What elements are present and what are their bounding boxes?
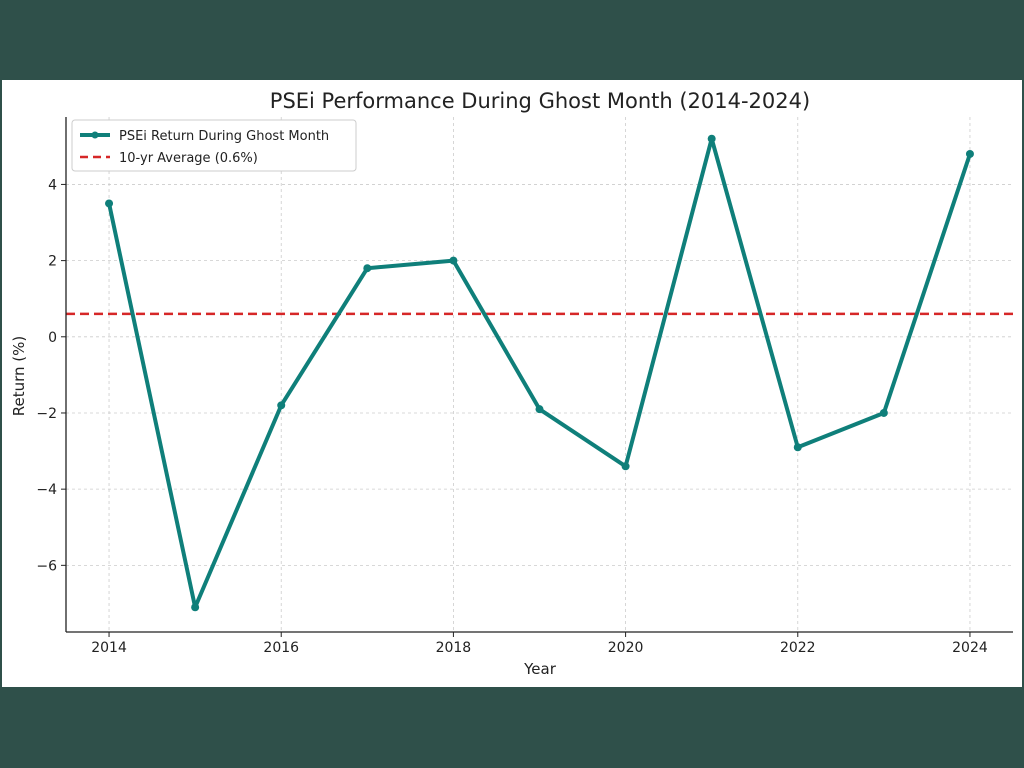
y-tick-label: 4: [48, 177, 57, 193]
chart-title: PSEi Performance During Ghost Month (201…: [270, 89, 810, 113]
line-chart: PSEi Performance During Ghost Month (201…: [10, 89, 1013, 678]
legend-label-series: PSEi Return During Ghost Month: [119, 129, 329, 144]
y-tick-label: 2: [48, 254, 57, 270]
data-point: [793, 443, 802, 452]
data-point: [621, 462, 630, 471]
x-tick-label: 2016: [263, 640, 299, 656]
x-tick-label: 2022: [780, 640, 816, 656]
legend-label-average: 10-yr Average (0.6%): [119, 151, 258, 166]
y-tick-label: 0: [48, 330, 57, 346]
y-tick-label: −2: [36, 406, 57, 422]
legend-marker-series: [91, 131, 99, 139]
data-point: [879, 408, 888, 417]
series-line: [107, 136, 972, 610]
x-tick-label: 2018: [436, 640, 472, 656]
x-tick-label: 2024: [952, 640, 988, 656]
legend: PSEi Return During Ghost Month 10-yr Ave…: [71, 119, 357, 172]
data-point: [535, 405, 544, 414]
x-axis-label: Year: [523, 660, 557, 678]
x-tick-label: 2014: [91, 640, 127, 656]
x-tick-label: 2020: [608, 640, 644, 656]
y-tick-label: −6: [36, 558, 57, 574]
data-point: [965, 149, 974, 158]
data-point: [707, 134, 716, 143]
data-point: [363, 264, 372, 273]
data-point: [191, 603, 200, 612]
data-point: [449, 256, 458, 265]
data-point: [277, 401, 286, 410]
chart-panel: PSEi Performance During Ghost Month (201…: [2, 80, 1022, 687]
y-tick-label: −4: [36, 482, 57, 498]
y-axis-label: Return (%): [10, 336, 28, 417]
data-point: [105, 199, 114, 208]
